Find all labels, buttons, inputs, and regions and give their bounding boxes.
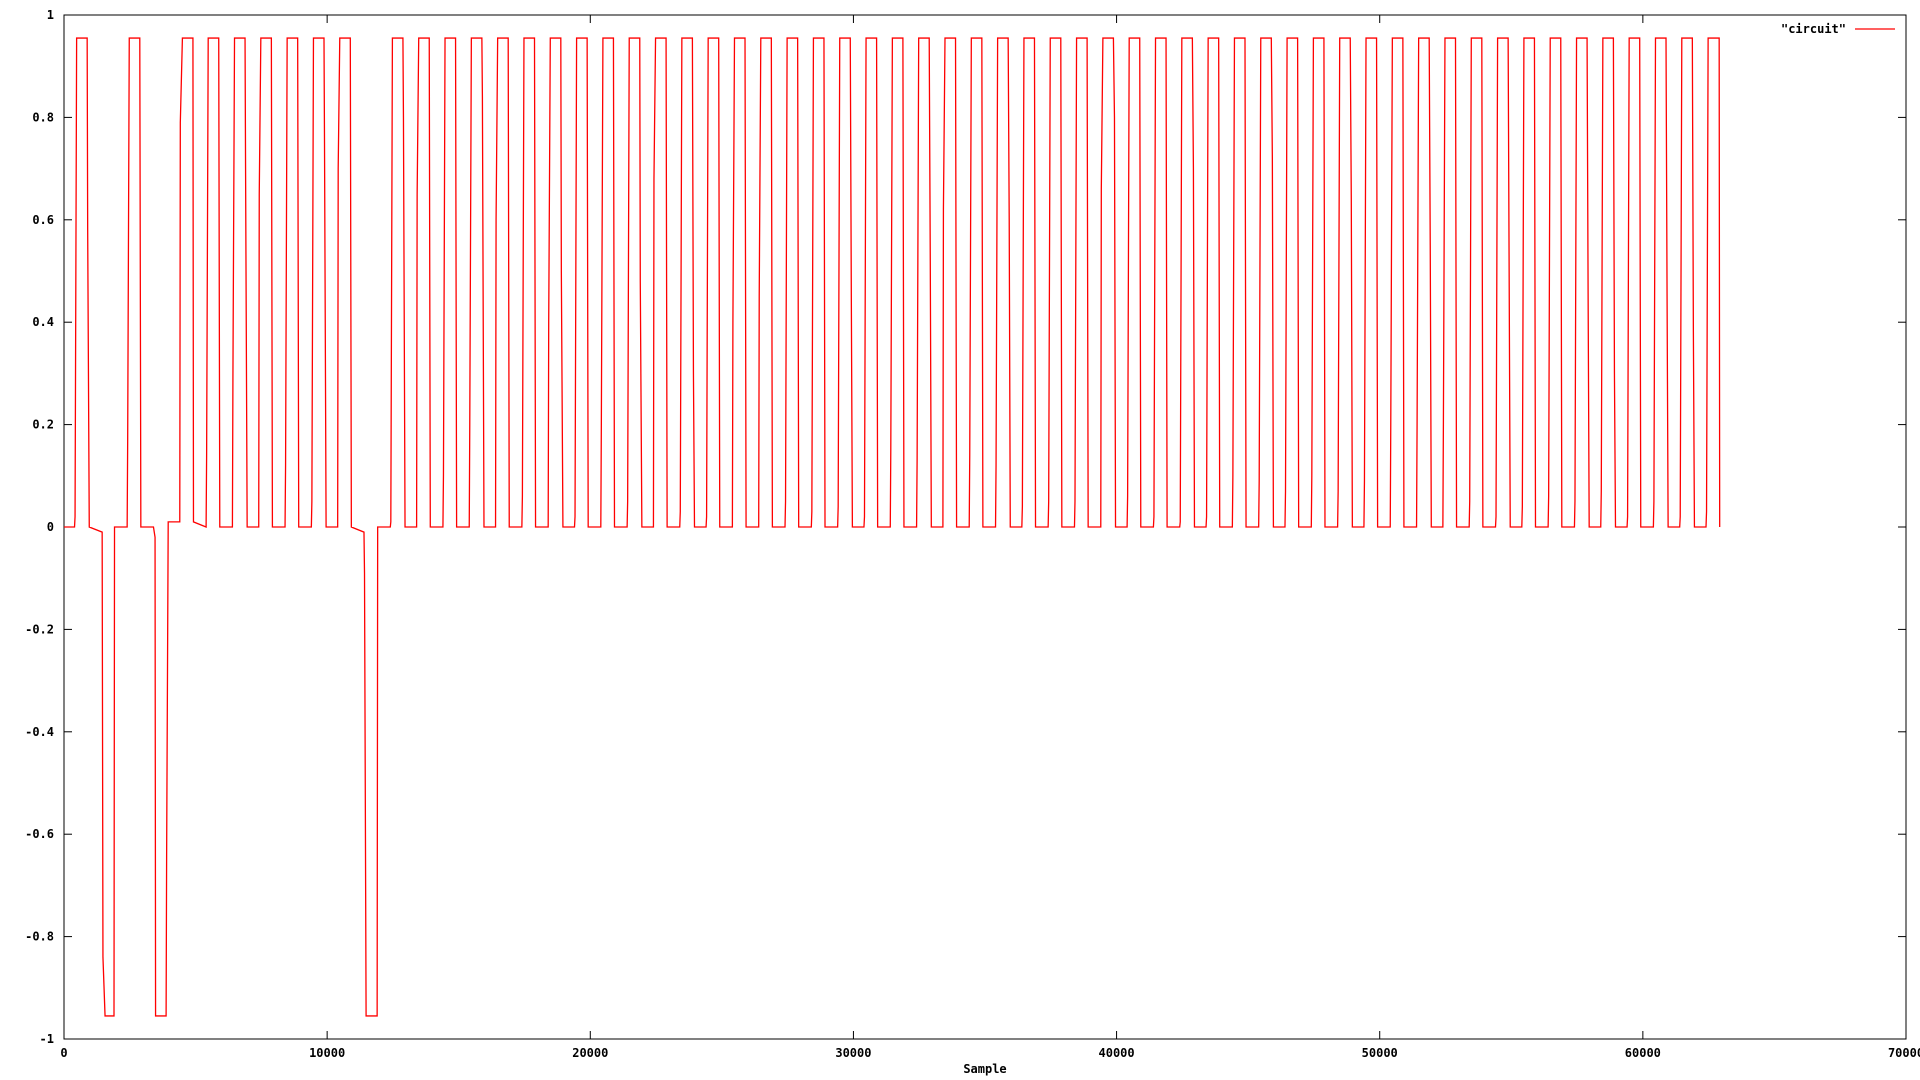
x-axis: 0 10000 20000 30000 40000 50000 60000 70000 xyxy=(60,15,1920,1060)
y-tick-label: -1 xyxy=(40,1032,54,1046)
legend: "circuit" xyxy=(1781,22,1895,36)
series-line-circuit xyxy=(64,37,1721,1017)
y-tick-label: 0.8 xyxy=(32,110,54,124)
y-tick-label: -0.2 xyxy=(25,622,54,636)
x-tick-label: 70000 xyxy=(1888,1046,1920,1060)
legend-label: "circuit" xyxy=(1781,22,1846,36)
y-tick-label: 0.2 xyxy=(32,418,54,432)
x-tick-label: 10000 xyxy=(309,1046,345,1060)
y-tick-label: -0.8 xyxy=(25,930,54,944)
x-tick-label: 20000 xyxy=(572,1046,608,1060)
y-axis: -1 -0.8 -0.6 -0.4 -0.2 0 0.2 0.4 0.6 0.8 1 xyxy=(25,8,1906,1046)
x-tick-label: 30000 xyxy=(835,1046,871,1060)
x-tick-label: 40000 xyxy=(1099,1046,1135,1060)
x-axis-label: Sample xyxy=(963,1062,1006,1076)
series-layer xyxy=(64,37,1721,1017)
y-tick-label: 0.4 xyxy=(32,315,54,329)
y-tick-label: 0.6 xyxy=(32,213,54,227)
x-tick-label: 50000 xyxy=(1362,1046,1398,1060)
y-tick-label: 1 xyxy=(47,8,54,22)
x-tick-label: 0 xyxy=(60,1046,67,1060)
y-tick-label: -0.6 xyxy=(25,827,54,841)
x-tick-label: 60000 xyxy=(1625,1046,1661,1060)
y-tick-label: 0 xyxy=(47,520,54,534)
y-tick-label: -0.4 xyxy=(25,725,54,739)
